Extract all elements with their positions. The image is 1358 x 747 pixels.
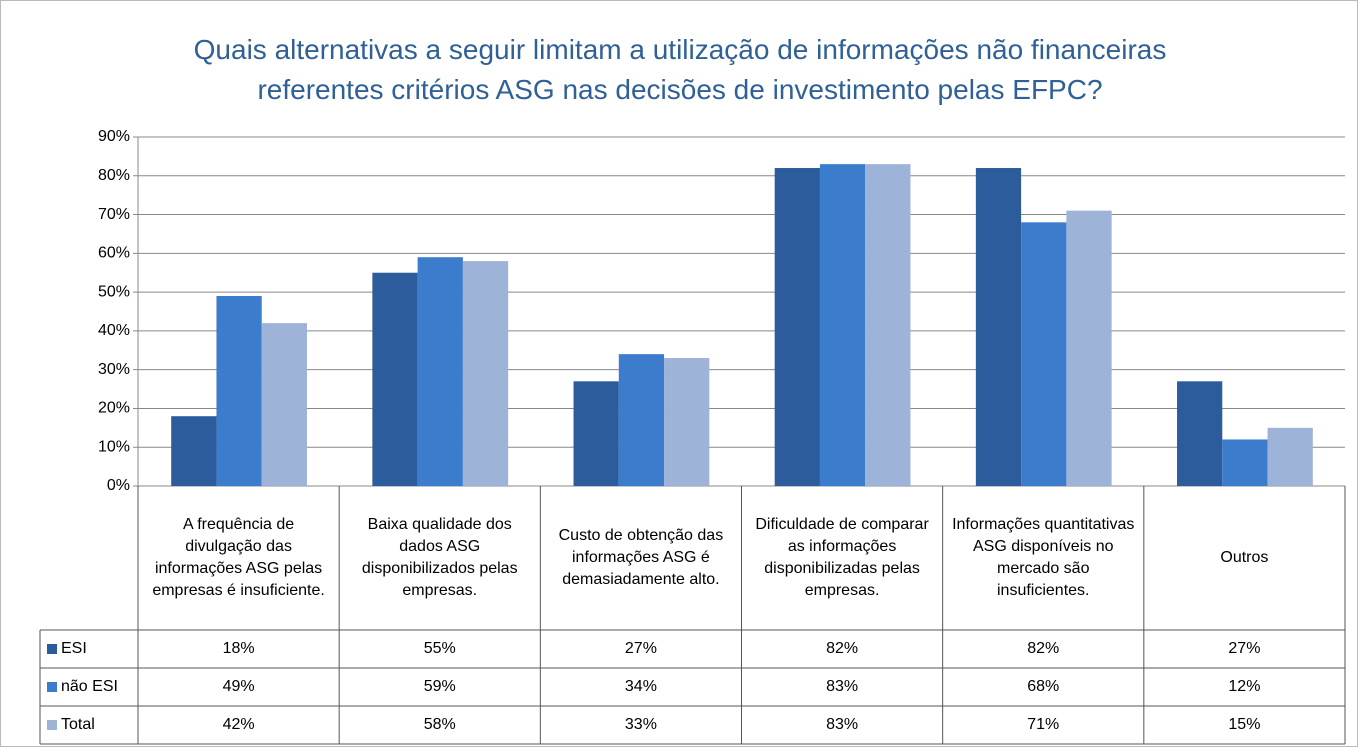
y-tick-label: 80% — [98, 167, 130, 184]
table-value: 55% — [424, 640, 456, 657]
bar — [261, 323, 307, 486]
x-tick-label: Outros — [1220, 549, 1269, 566]
x-tick-label: Baixa qualidade dos dados ASG disponibil… — [361, 516, 518, 599]
bar — [462, 261, 509, 486]
legend-label: não ESI — [61, 678, 118, 695]
x-tick-label: Dificuldade de comparar as informações d… — [755, 516, 929, 599]
bar — [1021, 222, 1067, 487]
bar — [774, 168, 820, 486]
y-tick-label: 70% — [98, 206, 130, 223]
table-value: 68% — [1027, 678, 1059, 695]
bar — [1267, 427, 1313, 486]
table-value: 59% — [424, 678, 456, 695]
legend-label: Total — [61, 716, 95, 733]
bar — [573, 381, 619, 486]
y-tick-label: 0% — [107, 477, 130, 494]
legend-label: ESI — [61, 640, 87, 657]
y-tick-label: 30% — [98, 361, 130, 378]
table-value: 15% — [1228, 716, 1260, 733]
x-tick-label: Custo de obtenção das informações ASG é … — [558, 527, 724, 588]
y-tick-label: 90% — [98, 128, 130, 145]
bar — [1222, 439, 1268, 486]
legend-swatch — [47, 682, 57, 692]
x-tick-label: A frequência de divulgação das informaçõ… — [152, 516, 325, 599]
bar — [618, 354, 665, 486]
table-value: 27% — [1228, 640, 1260, 657]
bar — [372, 272, 418, 486]
x-tick-label: Informações quantitativas ASG disponívei… — [952, 516, 1135, 599]
table-value: 82% — [1027, 640, 1059, 657]
bar — [975, 168, 1022, 486]
bar — [417, 257, 463, 486]
legend-swatch — [47, 720, 57, 730]
table-value: 18% — [223, 640, 255, 657]
bar — [865, 164, 911, 486]
table-value: 83% — [826, 716, 858, 733]
table-value: 27% — [625, 640, 657, 657]
y-tick-label: 10% — [98, 438, 130, 455]
bar — [171, 416, 217, 486]
bar — [664, 358, 710, 486]
table-value: 42% — [223, 716, 255, 733]
bar — [216, 295, 262, 486]
y-tick-label: 50% — [98, 283, 130, 300]
chart-title: Quais alternativas a seguir limitam a ut… — [193, 34, 1167, 105]
table-value: 82% — [826, 640, 858, 657]
table-value: 34% — [625, 678, 657, 695]
bar — [819, 164, 866, 486]
table-value: 83% — [826, 678, 858, 695]
legend-swatch — [47, 644, 57, 654]
y-tick-label: 40% — [98, 322, 130, 339]
bar — [1066, 210, 1112, 486]
table-value: 49% — [223, 678, 255, 695]
y-tick-label: 20% — [98, 400, 130, 417]
table-value: 71% — [1027, 716, 1059, 733]
bar — [1177, 381, 1223, 486]
y-tick-label: 60% — [98, 245, 130, 262]
table-value: 12% — [1228, 678, 1260, 695]
table-value: 58% — [424, 716, 456, 733]
table-value: 33% — [625, 716, 657, 733]
